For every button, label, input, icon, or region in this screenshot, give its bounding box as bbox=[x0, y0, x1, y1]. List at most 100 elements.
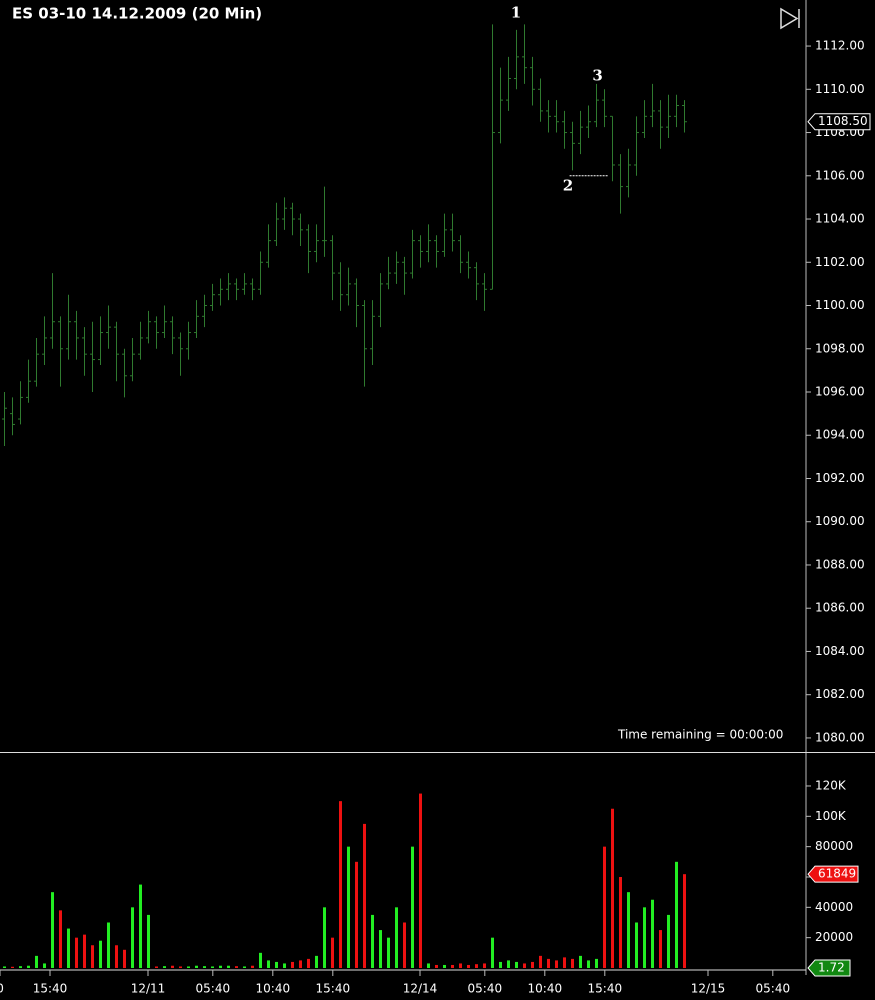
volume-bar bbox=[419, 793, 422, 968]
x-tick-label: 10:40 bbox=[256, 982, 291, 996]
y-tick-label: 1090.00 bbox=[815, 514, 865, 528]
volume-bar bbox=[483, 963, 486, 968]
volume-bar bbox=[227, 965, 230, 968]
x-tick-label: 12/15 bbox=[691, 982, 726, 996]
last-volume-tag bbox=[807, 865, 859, 883]
volume-bar bbox=[467, 964, 470, 968]
x-tick-label: 0 bbox=[0, 982, 4, 996]
volume-bar bbox=[43, 963, 46, 968]
volume-bar bbox=[323, 907, 326, 968]
volume-bar bbox=[523, 963, 526, 968]
volume-bar bbox=[11, 966, 14, 968]
volume-bar bbox=[667, 914, 670, 968]
volume-bar bbox=[155, 966, 158, 968]
annotation: 3 bbox=[592, 66, 602, 84]
go-to-end-icon[interactable] bbox=[780, 7, 800, 30]
volume-bar bbox=[115, 945, 118, 968]
y-tick-label: 1080.00 bbox=[815, 730, 865, 744]
x-tick-label: 12/14 bbox=[403, 982, 438, 996]
volume-bar bbox=[131, 907, 134, 968]
x-tick-label: 15:40 bbox=[33, 982, 68, 996]
y-tick-label: 1082.00 bbox=[815, 687, 865, 701]
volume-bar bbox=[571, 958, 574, 968]
volume-bar bbox=[107, 922, 110, 968]
volume-bar bbox=[59, 910, 62, 968]
volume-bar bbox=[51, 892, 54, 968]
status-text: Time remaining = 00:00:00 bbox=[617, 728, 783, 742]
x-tick-label: 05:40 bbox=[756, 982, 791, 996]
volume-bar bbox=[179, 966, 182, 968]
volume-bar bbox=[563, 957, 566, 968]
volume-bar bbox=[675, 861, 678, 968]
y-tick-label: 1096.00 bbox=[815, 385, 865, 399]
y-tick-label: 1106.00 bbox=[815, 168, 865, 182]
volume-bar bbox=[395, 907, 398, 968]
y-tick-label: 80000 bbox=[815, 839, 853, 853]
y-tick-label: 1084.00 bbox=[815, 644, 865, 658]
volume-bar bbox=[267, 960, 270, 968]
volume-bar bbox=[603, 846, 606, 968]
volume-bar bbox=[163, 966, 166, 968]
volume-bar bbox=[355, 861, 358, 968]
x-tick-label: 05:40 bbox=[468, 982, 503, 996]
y-tick-label: 1098.00 bbox=[815, 341, 865, 355]
y-tick-label: 120K bbox=[815, 778, 847, 792]
volume-bar bbox=[147, 914, 150, 968]
volume-bar bbox=[139, 884, 142, 968]
volume-bar bbox=[35, 955, 38, 968]
y-tick-label: 1094.00 bbox=[815, 428, 865, 442]
volume-bar bbox=[371, 914, 374, 968]
volume-bar bbox=[459, 963, 462, 968]
volume-bar bbox=[427, 963, 430, 968]
volume-bar bbox=[291, 961, 294, 968]
volume-bar bbox=[611, 808, 614, 968]
volume-bar bbox=[3, 966, 6, 968]
annotation: 1 bbox=[511, 4, 521, 22]
volume-bar bbox=[75, 937, 78, 968]
volume-bar bbox=[243, 966, 246, 968]
volume-bar bbox=[275, 961, 278, 968]
volume-bar bbox=[251, 965, 254, 968]
volume-bar bbox=[363, 823, 366, 968]
volume-bar bbox=[331, 937, 334, 968]
volume-bar bbox=[451, 964, 454, 968]
volume-bar bbox=[435, 964, 438, 968]
volume-bar bbox=[307, 958, 310, 968]
x-tick-label: 15:40 bbox=[316, 982, 351, 996]
x-tick-label: 05:40 bbox=[196, 982, 231, 996]
volume-bar bbox=[443, 964, 446, 968]
volume-bar bbox=[379, 930, 382, 968]
indicator-label: 1.72 bbox=[818, 961, 845, 975]
volume-bar bbox=[171, 965, 174, 968]
x-tick-label: 10:40 bbox=[528, 982, 563, 996]
volume-bar bbox=[659, 930, 662, 968]
volume-bar bbox=[219, 965, 222, 968]
y-tick-label: 1110.00 bbox=[815, 82, 865, 96]
volume-bar bbox=[315, 955, 318, 968]
y-tick-label: 1102.00 bbox=[815, 255, 865, 269]
volume-bar bbox=[595, 958, 598, 968]
volume-bar bbox=[259, 952, 262, 968]
volume-bar bbox=[91, 945, 94, 968]
volume-bar bbox=[27, 965, 30, 968]
y-tick-label: 1086.00 bbox=[815, 601, 865, 615]
x-tick-label: 15:40 bbox=[588, 982, 623, 996]
volume-bar bbox=[515, 961, 518, 968]
volume-bar bbox=[403, 922, 406, 968]
volume-bar bbox=[123, 949, 126, 968]
volume-bar bbox=[411, 846, 414, 968]
y-tick-label: 1092.00 bbox=[815, 471, 865, 485]
volume-bar bbox=[387, 937, 390, 968]
volume-bar bbox=[235, 966, 238, 968]
volume-bar bbox=[19, 966, 22, 968]
volume-bar bbox=[499, 961, 502, 968]
volume-bar bbox=[67, 928, 70, 968]
volume-bar bbox=[619, 876, 622, 968]
y-tick-label: 20000 bbox=[815, 930, 853, 944]
volume-bar bbox=[491, 937, 494, 968]
volume-bar bbox=[651, 899, 654, 968]
y-tick-label: 100K bbox=[815, 809, 847, 823]
volume-bar bbox=[507, 960, 510, 968]
volume-bar bbox=[683, 874, 686, 968]
